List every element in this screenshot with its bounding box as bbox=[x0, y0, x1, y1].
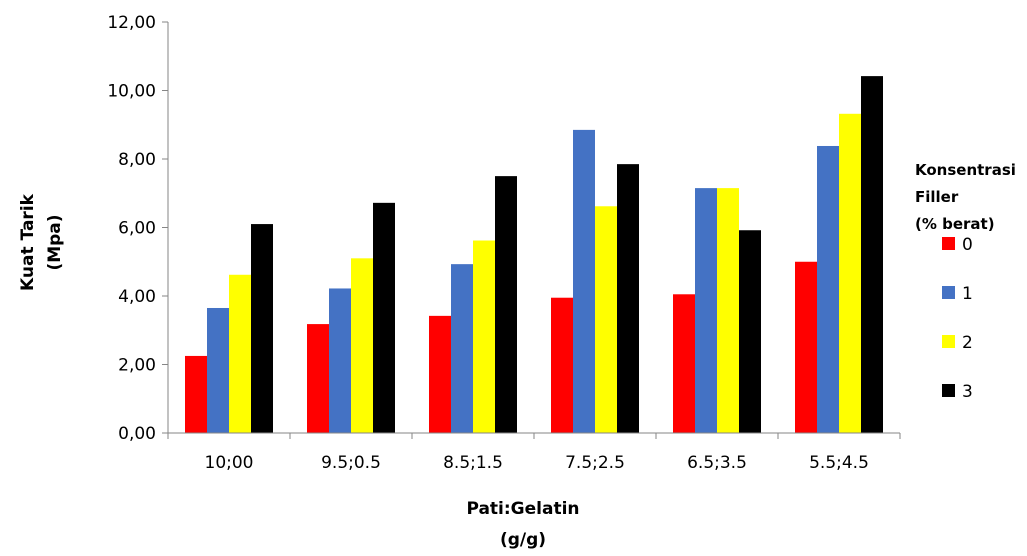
bar-6.5;3.5-series-0 bbox=[673, 294, 695, 433]
bar-5.5;4.5-series-3 bbox=[861, 76, 883, 434]
bar-9.5;0.5-series-1 bbox=[329, 288, 351, 433]
y-tick-label: 12,00 bbox=[107, 13, 156, 33]
legend-swatch-3 bbox=[942, 384, 955, 397]
x-axis-title-line-1: Pati:Gelatin bbox=[466, 499, 579, 519]
legend-swatch-0 bbox=[942, 237, 955, 250]
x-axis-ticks: 10;00 9.5;0.5 8.5;1.5 7.5;2.5 6.5;3.5 5.5;4.5 bbox=[167, 433, 901, 473]
y-tick-label: 10,00 bbox=[107, 82, 156, 102]
bar-7.5;2.5-series-3 bbox=[617, 164, 639, 433]
bar-7.5;2.5-series-2 bbox=[595, 206, 617, 433]
bar-10;00-series-2 bbox=[229, 274, 251, 433]
bar-5.5;4.5-series-1 bbox=[817, 145, 839, 434]
y-axis-title-2: (Mpa) bbox=[45, 214, 65, 270]
legend: 0 1 2 3 bbox=[942, 235, 973, 402]
y-axis-title: Kuat Tarik bbox=[18, 193, 38, 291]
legend-label-0: 0 bbox=[962, 235, 973, 255]
y-tick-label: 6,00 bbox=[118, 219, 156, 239]
bar-5.5;4.5-series-0 bbox=[795, 261, 817, 433]
bar-10;00-series-0 bbox=[185, 355, 207, 433]
x-axis-title-line-2: (g/g) bbox=[500, 530, 546, 550]
x-tick-label: 10;00 bbox=[205, 453, 254, 473]
y-axis-title-line-2: (Mpa) bbox=[45, 214, 65, 270]
bar-10;00-series-1 bbox=[207, 307, 229, 433]
x-tick-label: 6.5;3.5 bbox=[687, 453, 747, 473]
y-tick-label: 0,00 bbox=[118, 424, 156, 444]
legend-swatch-1 bbox=[942, 286, 955, 299]
bar-8.5;1.5-series-0 bbox=[429, 315, 451, 433]
bar-7.5;2.5-series-0 bbox=[551, 297, 573, 433]
y-tick-label: 8,00 bbox=[118, 150, 156, 170]
y-axis-ticks: 0,00 2,00 4,00 6,00 8,00 10,00 12,00 bbox=[107, 13, 168, 444]
bar-10;00-series-3 bbox=[251, 224, 273, 433]
legend-label-3: 3 bbox=[962, 382, 973, 402]
legend-title-line-2: Filler bbox=[915, 188, 959, 206]
y-axis-title-line-1: Kuat Tarik bbox=[18, 193, 38, 291]
legend-title-line-3: (% berat) bbox=[915, 215, 995, 233]
y-tick-label: 4,00 bbox=[118, 287, 156, 307]
legend-label-2: 2 bbox=[962, 333, 973, 353]
bar-6.5;3.5-series-2 bbox=[717, 188, 739, 433]
x-tick-label: 8.5;1.5 bbox=[443, 453, 503, 473]
bar-9.5;0.5-series-2 bbox=[351, 258, 373, 433]
bar-6.5;3.5-series-3 bbox=[739, 230, 761, 433]
legend-swatch-2 bbox=[942, 335, 955, 348]
x-tick-label: 9.5;0.5 bbox=[321, 453, 381, 473]
bar-6.5;3.5-series-1 bbox=[695, 188, 717, 433]
legend-label-1: 1 bbox=[962, 284, 973, 304]
bar-7.5;2.5-series-1 bbox=[573, 129, 595, 433]
bar-8.5;1.5-series-2 bbox=[473, 240, 495, 433]
legend-title-line-1: Konsentrasi bbox=[915, 161, 1016, 179]
x-tick-label: 7.5;2.5 bbox=[565, 453, 625, 473]
bar-9.5;0.5-series-0 bbox=[307, 324, 329, 433]
bar-9.5;0.5-series-3 bbox=[373, 202, 395, 433]
bars-group bbox=[185, 76, 883, 434]
bar-5.5;4.5-series-2 bbox=[839, 113, 861, 433]
x-tick-label: 5.5;4.5 bbox=[809, 453, 869, 473]
bar-8.5;1.5-series-3 bbox=[495, 176, 517, 433]
y-tick-label: 2,00 bbox=[118, 356, 156, 376]
bar-8.5;1.5-series-1 bbox=[451, 264, 473, 433]
